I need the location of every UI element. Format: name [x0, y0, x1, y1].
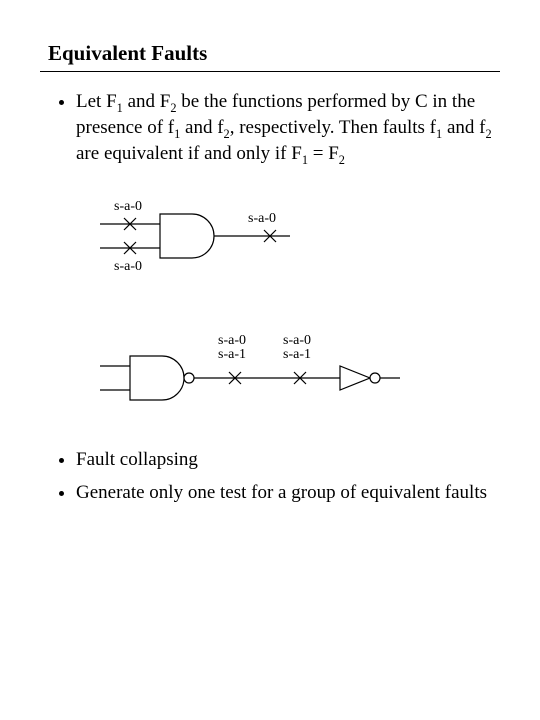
svg-text:s-a-0: s-a-0	[114, 199, 142, 214]
page-title: Equivalent Faults	[40, 40, 500, 72]
svg-text:s-a-0: s-a-0	[218, 333, 246, 348]
top-bullets: Let F1 and F2 be the functions performed…	[40, 90, 500, 168]
svg-text:s-a-0: s-a-0	[248, 211, 276, 226]
and-gate-diagram: s-a-0 s-a-0 s-a-0	[100, 192, 380, 302]
nand-inverter-diagram: s-a-0s-a-1s-a-0s-a-1	[100, 328, 420, 418]
svg-text:s-a-1: s-a-1	[283, 347, 311, 362]
bullet-collapsing: Fault collapsing	[76, 448, 500, 473]
svg-text:s-a-0: s-a-0	[114, 259, 142, 274]
svg-text:s-a-1: s-a-1	[218, 347, 246, 362]
bullet-definition: Let F1 and F2 be the functions performed…	[76, 90, 500, 168]
bottom-bullets: Fault collapsing Generate only one test …	[40, 448, 500, 505]
bullet-one-test: Generate only one test for a group of eq…	[76, 481, 500, 506]
svg-text:s-a-0: s-a-0	[283, 333, 311, 348]
diagram-area: s-a-0s-a-0s-a-0 s-a-0s-a-1s-a-0s-a-1	[100, 192, 500, 418]
